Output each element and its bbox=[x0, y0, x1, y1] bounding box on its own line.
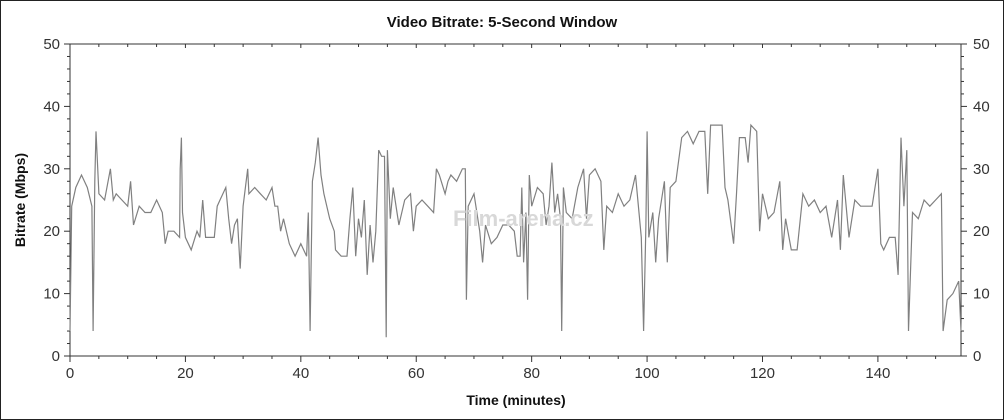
x-tick-label: 0 bbox=[66, 365, 74, 382]
y-tick-label: 0 bbox=[52, 348, 60, 365]
y-tick-label: 20 bbox=[43, 223, 60, 240]
x-tick-label: 60 bbox=[408, 365, 425, 382]
y-right-tick-label: 30 bbox=[973, 161, 990, 178]
y-right-tick-label: 0 bbox=[973, 348, 981, 365]
y-axis-label: Bitrate (Mbps) bbox=[12, 153, 28, 247]
y-right-tick-label: 40 bbox=[973, 98, 990, 115]
x-tick-label: 120 bbox=[750, 365, 775, 382]
x-tick-label: 140 bbox=[865, 365, 890, 382]
y-tick-label: 40 bbox=[43, 98, 60, 115]
x-tick-label: 80 bbox=[523, 365, 540, 382]
x-tick-label: 100 bbox=[635, 365, 660, 382]
y-right-tick-label: 50 bbox=[973, 36, 990, 53]
y-right-tick-label: 10 bbox=[973, 286, 990, 303]
x-axis-label: Time (minutes) bbox=[466, 392, 565, 408]
chart-title: Video Bitrate: 5-Second Window bbox=[387, 14, 618, 31]
x-tick-label: 20 bbox=[177, 365, 194, 382]
y-tick-label: 50 bbox=[43, 36, 60, 53]
y-tick-label: 30 bbox=[43, 161, 60, 178]
x-tick-label: 40 bbox=[292, 365, 309, 382]
plot-border bbox=[69, 43, 962, 357]
y-tick-label: 10 bbox=[43, 286, 60, 303]
bitrate-series-line bbox=[69, 123, 962, 338]
watermark-logo: Film-arena.cz bbox=[453, 206, 594, 231]
y-right-tick-label: 20 bbox=[973, 223, 990, 240]
